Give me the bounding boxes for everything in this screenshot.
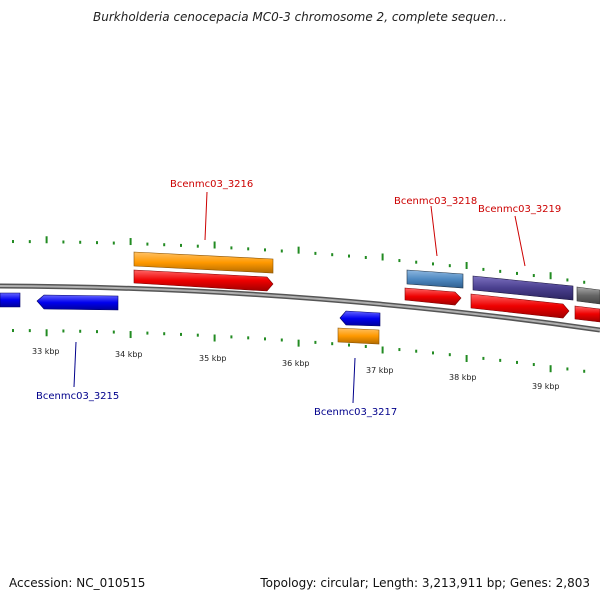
chromosome-backbone-highlight: [0, 285, 600, 331]
gene-feature-bcenmc03-3217[interactable]: [339, 310, 381, 327]
leader-line-bcenmc03-3216: [204, 191, 208, 241]
leader-line-bcenmc03-3218: [430, 205, 438, 257]
cds-feature-next[interactable]: [574, 305, 600, 323]
gene-feature-bcenmc03-3219[interactable]: [472, 275, 574, 301]
gene-feature-bcenmc03-3218[interactable]: [406, 269, 464, 289]
map-title: Burkholderia cenocepacia MC0-3 chromosom…: [93, 10, 507, 24]
gene-label-bcenmc03-3215[interactable]: Bcenmc03_3215: [36, 391, 119, 402]
scale-tick-label: 33 kbp: [32, 347, 60, 356]
gene-feature-bcenmc03-3215[interactable]: [36, 294, 119, 311]
scale-tick-label: 37 kbp: [366, 366, 394, 375]
gene-feature-bcenmc03-3214[interactable]: [0, 292, 21, 308]
gene-feature-next[interactable]: [576, 286, 600, 305]
scale-labels: 33 kbp 34 kbp 35 kbp 36 kbp 37 kbp 38 kb…: [32, 347, 560, 391]
leader-line-bcenmc03-3215: [73, 341, 77, 388]
gene-label-bcenmc03-3217[interactable]: Bcenmc03_3217: [314, 407, 397, 418]
gene-feature-bcenmc03-3216[interactable]: [133, 251, 274, 274]
gene-label-bcenmc03-3216[interactable]: Bcenmc03_3216: [170, 179, 253, 190]
gene-label-bcenmc03-3218[interactable]: Bcenmc03_3218: [394, 196, 477, 207]
scale-tick-label: 38 kbp: [449, 373, 477, 382]
leader-line-bcenmc03-3219: [514, 215, 526, 267]
leader-line-bcenmc03-3217: [352, 357, 356, 404]
topology-summary: Topology: circular; Length: 3,213,911 bp…: [260, 576, 590, 590]
upper-tick-ring: [12, 236, 586, 284]
scale-tick-label: 39 kbp: [532, 382, 560, 391]
cds-feature-bcenmc03-3219[interactable]: [470, 293, 570, 319]
lower-tick-ring: [12, 329, 586, 373]
accession-text: Accession: NC_010515: [9, 576, 146, 590]
cds-feature-bcenmc03-3216[interactable]: [133, 269, 274, 292]
scale-tick-label: 35 kbp: [199, 354, 227, 363]
cds-feature-bcenmc03-3217[interactable]: [337, 327, 380, 345]
scale-tick-label: 34 kbp: [115, 350, 143, 359]
scale-tick-label: 36 kbp: [282, 359, 310, 368]
gene-label-bcenmc03-3219[interactable]: Bcenmc03_3219: [478, 204, 561, 215]
cds-feature-bcenmc03-3218[interactable]: [404, 287, 462, 306]
